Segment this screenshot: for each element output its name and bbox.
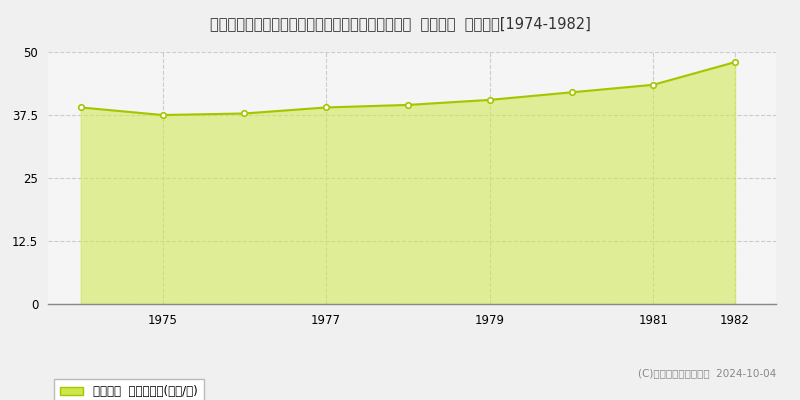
Text: (C)土地価格ドットコム  2024-10-04: (C)土地価格ドットコム 2024-10-04 [638, 368, 776, 378]
Text: 北海道札幌市中央区北１条西２４丁目２８３番３２  公示地価  地価推移[1974-1982]: 北海道札幌市中央区北１条西２４丁目２８３番３２ 公示地価 地価推移[1974-1… [210, 16, 590, 31]
Legend: 公示地価  平均坪単価(万円/坪): 公示地価 平均坪単価(万円/坪) [54, 379, 203, 400]
